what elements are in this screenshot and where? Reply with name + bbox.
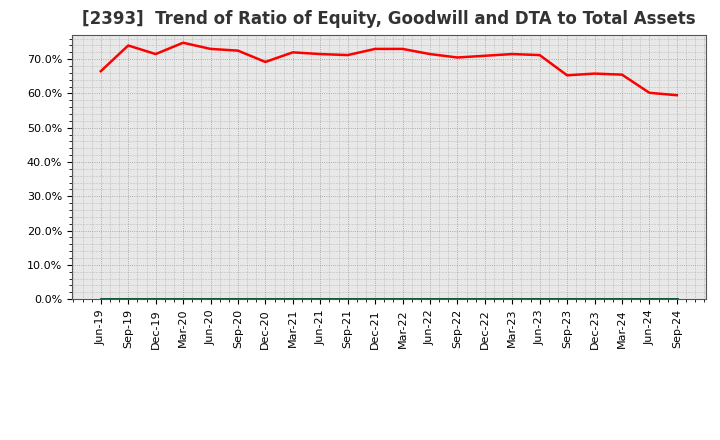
Title: [2393]  Trend of Ratio of Equity, Goodwill and DTA to Total Assets: [2393] Trend of Ratio of Equity, Goodwil… [82,10,696,28]
Deferred Tax Assets [398,297,407,302]
Goodwill [426,297,434,302]
Deferred Tax Assets [179,297,187,302]
Goodwill [261,297,270,302]
Equity [233,48,242,53]
Equity [645,90,654,95]
Deferred Tax Assets [453,297,462,302]
Goodwill [672,297,681,302]
Equity [453,55,462,60]
Goodwill [343,297,352,302]
Goodwill [316,297,325,302]
Goodwill [151,297,160,302]
Deferred Tax Assets [124,297,132,302]
Equity [151,51,160,57]
Goodwill [206,297,215,302]
Deferred Tax Assets [618,297,626,302]
Equity [124,43,132,48]
Goodwill [536,297,544,302]
Goodwill [645,297,654,302]
Goodwill [563,297,572,302]
Goodwill [289,297,297,302]
Equity [179,40,187,45]
Goodwill [233,297,242,302]
Equity [398,46,407,51]
Equity [371,46,379,51]
Deferred Tax Assets [590,297,599,302]
Line: Equity: Equity [101,43,677,95]
Goodwill [96,297,105,302]
Equity [672,92,681,98]
Equity [426,51,434,57]
Deferred Tax Assets [289,297,297,302]
Equity [316,51,325,57]
Goodwill [124,297,132,302]
Deferred Tax Assets [371,297,379,302]
Equity [261,59,270,65]
Deferred Tax Assets [343,297,352,302]
Equity [343,52,352,58]
Deferred Tax Assets [426,297,434,302]
Deferred Tax Assets [151,297,160,302]
Goodwill [508,297,516,302]
Goodwill [590,297,599,302]
Equity [536,52,544,58]
Equity [96,69,105,74]
Equity [590,71,599,76]
Equity [508,51,516,57]
Goodwill [453,297,462,302]
Deferred Tax Assets [672,297,681,302]
Deferred Tax Assets [480,297,489,302]
Deferred Tax Assets [233,297,242,302]
Deferred Tax Assets [563,297,572,302]
Deferred Tax Assets [508,297,516,302]
Deferred Tax Assets [261,297,270,302]
Deferred Tax Assets [645,297,654,302]
Deferred Tax Assets [96,297,105,302]
Equity [480,53,489,59]
Goodwill [371,297,379,302]
Equity [618,72,626,77]
Deferred Tax Assets [536,297,544,302]
Deferred Tax Assets [316,297,325,302]
Goodwill [179,297,187,302]
Goodwill [398,297,407,302]
Goodwill [618,297,626,302]
Goodwill [480,297,489,302]
Equity [206,46,215,51]
Equity [563,73,572,78]
Equity [289,50,297,55]
Deferred Tax Assets [206,297,215,302]
